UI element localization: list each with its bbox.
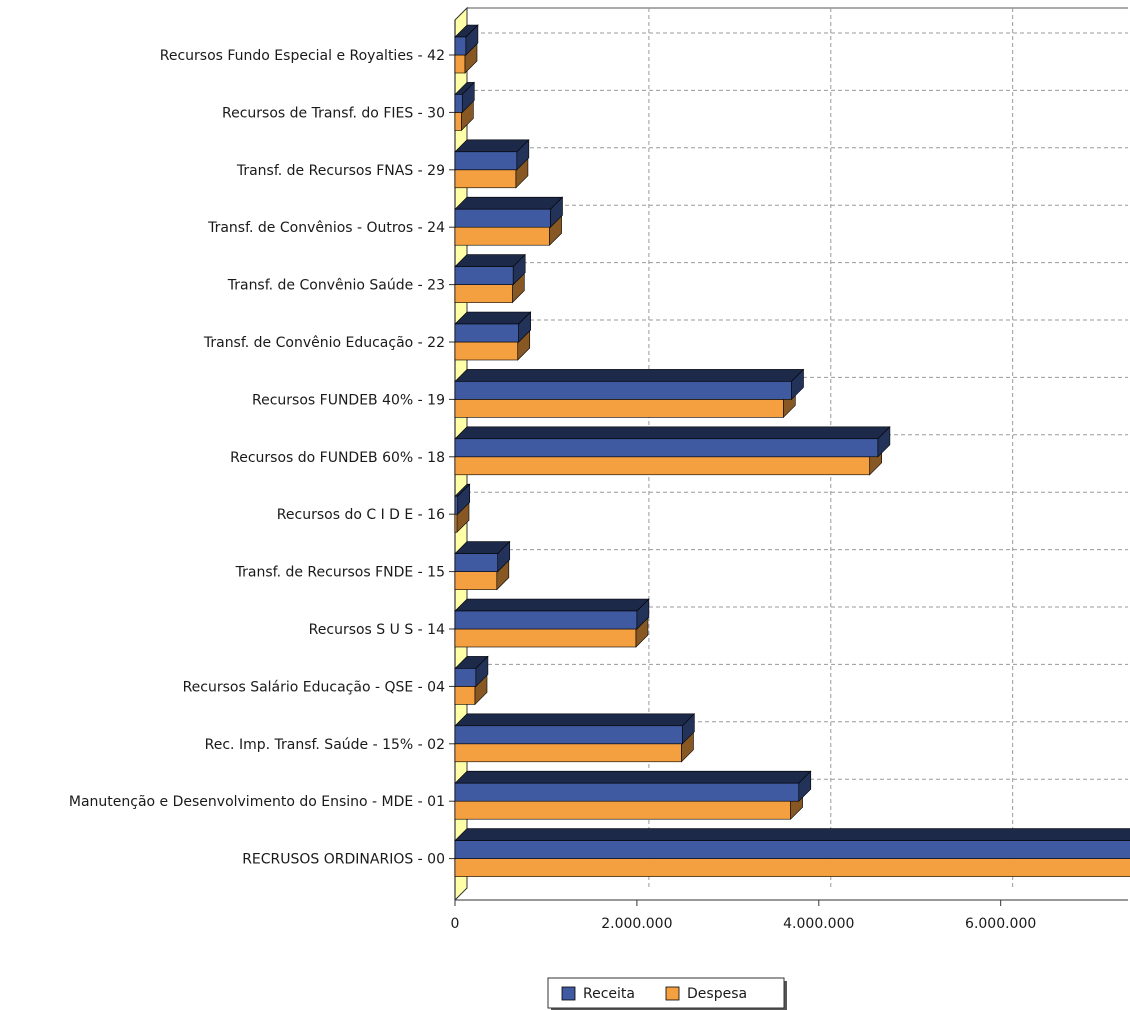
x-tick-label: 6.000.000 <box>965 916 1036 932</box>
bars <box>454 24 1130 877</box>
x-tick-label: 4.000.000 <box>783 916 854 932</box>
legend-label-receita: Receita <box>583 986 635 1002</box>
category-label: Recursos S U S - 14 <box>309 622 445 638</box>
bar-receita <box>454 553 499 572</box>
x-tick-label: 0 <box>451 916 460 932</box>
bar-receita-top <box>454 713 696 727</box>
bar-despesa <box>454 399 784 418</box>
bar-despesa <box>454 341 519 361</box>
category-label: Transf. de Recursos FNAS - 29 <box>236 163 445 179</box>
x-tick-label: 2.000.000 <box>601 916 672 932</box>
bar-receita-top <box>454 426 891 440</box>
bar-receita-end <box>512 253 526 286</box>
category-label: Recursos FUNDEB 40% - 19 <box>252 392 445 408</box>
category-label: Recursos Salário Educação - QSE - 04 <box>183 679 446 695</box>
category-labels: Recursos Fundo Especial e Royalties - 42… <box>69 48 445 868</box>
bar-despesa <box>454 686 476 705</box>
category-label: Recursos de Transf. do FIES - 30 <box>222 105 445 121</box>
legend-label-despesa: Despesa <box>687 986 747 1002</box>
category-label: Transf. de Convênio Saúde - 23 <box>227 278 445 294</box>
bar-receita-end <box>516 139 530 171</box>
bar-receita-top <box>454 139 530 153</box>
legend-swatch-despesa <box>665 986 680 1001</box>
bar-receita-end <box>497 540 511 573</box>
bar-despesa <box>454 571 498 590</box>
bar-despesa <box>454 54 466 74</box>
bar-receita-top <box>454 770 812 784</box>
bar-despesa <box>454 284 513 303</box>
bar-despesa <box>454 743 682 763</box>
bar-despesa <box>454 226 550 246</box>
bar-receita <box>454 323 519 343</box>
bar-despesa <box>454 169 517 189</box>
bar-receita-top <box>454 311 532 325</box>
category-label: Rec. Imp. Transf. Saúde - 15% - 02 <box>205 737 445 753</box>
bar-receita <box>454 610 638 630</box>
bar-receita-end <box>465 24 479 56</box>
category-label: Recursos do FUNDEB 60% - 18 <box>230 450 445 466</box>
bar-receita <box>454 381 792 400</box>
bar-receita <box>454 668 477 687</box>
bar-receita-top <box>454 369 805 382</box>
category-label: RECRUSOS ORDINARIOS - 00 <box>242 852 445 868</box>
bar-receita <box>454 840 1130 859</box>
bar-receita-end <box>791 368 804 401</box>
bar-receita-end <box>461 81 475 114</box>
bar-receita <box>454 151 518 171</box>
bar-receita <box>454 266 514 285</box>
bar-receita-end <box>877 426 891 458</box>
bar-despesa <box>454 112 462 131</box>
bar-receita <box>454 438 879 458</box>
bar-receita <box>454 94 463 113</box>
category-label: Recursos Fundo Especial e Royalties - 42 <box>160 48 445 64</box>
x-tick-labels: 0 2.000.000 4.000.000 6.000.000 <box>451 916 1037 932</box>
bar-receita <box>454 782 800 802</box>
category-label: Transf. de Convênios - Outros - 24 <box>207 220 445 236</box>
category-label: Recursos do C I D E - 16 <box>277 507 445 523</box>
bar-receita <box>454 725 683 745</box>
bar-despesa <box>454 858 1130 877</box>
legend-swatch-receita <box>561 986 576 1001</box>
bar-receita-top <box>454 598 650 612</box>
bar-receita <box>454 208 551 228</box>
category-label: Transf. de Convênio Educação - 22 <box>203 335 445 351</box>
legend: Receita Despesa <box>547 977 787 1010</box>
bar-receita-end <box>798 770 812 802</box>
bar-receita-top <box>454 828 1130 841</box>
bar-receita <box>454 495 459 515</box>
bar-receita-end <box>475 655 489 688</box>
bar-receita-end <box>518 311 531 343</box>
bar-receita-end <box>550 196 563 228</box>
bar-receita-end <box>636 598 650 630</box>
bar-receita-end <box>457 483 471 515</box>
bar-receita-top <box>454 196 564 210</box>
bar-receita <box>454 36 467 56</box>
bar-despesa <box>454 800 791 820</box>
bar-receita-end <box>682 713 695 745</box>
category-label: Manutenção e Desenvolvimento do Ensino -… <box>69 794 445 810</box>
category-label: Transf. de Recursos FNDE - 15 <box>235 565 445 581</box>
bar-despesa <box>454 456 871 476</box>
bar-despesa <box>454 628 637 648</box>
